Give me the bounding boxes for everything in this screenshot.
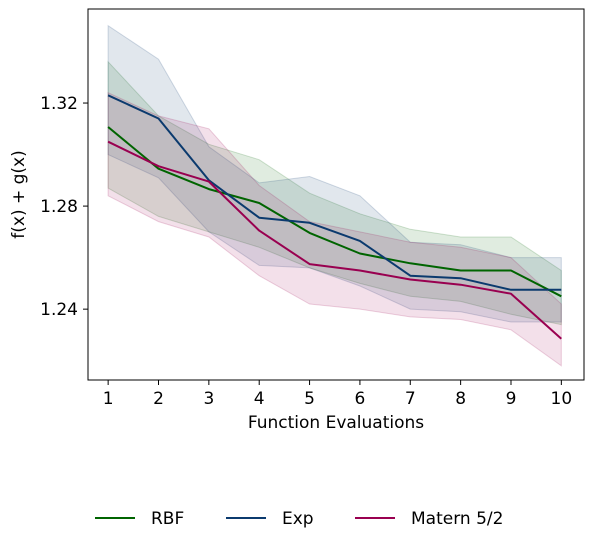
y-tick-label: 1.32 [40,94,78,114]
legend: RBF Exp Matern 5/2 [95,509,503,529]
x-tick-label: 6 [355,389,366,409]
x-tick-label: 9 [506,389,517,409]
x-tick-label: 3 [203,389,214,409]
y-tick-label: 1.24 [40,300,78,320]
x-axis-label: Function Evaluations [248,413,424,433]
legend-label-0: RBF [151,509,184,529]
x-tick-label: 2 [153,389,164,409]
confidence-band-1 [107,24,562,323]
confidence-band-0 [107,60,562,326]
series-line-2 [107,140,562,340]
y-axis-ticks: 1.24 1.28 1.32 [40,94,88,320]
y-tick-label: 1.28 [40,197,78,217]
series-lines [107,94,562,340]
legend-label-1: Exp [282,509,314,529]
x-tick-label: 1 [103,389,114,409]
confidence-band-2 [107,91,562,367]
series-line-0 [107,126,562,298]
x-tick-label: 7 [405,389,416,409]
confidence-bands [107,24,562,367]
x-tick-label: 4 [254,389,265,409]
x-tick-label: 8 [455,389,466,409]
y-axis-label: f(x) + g(x) [9,150,29,238]
legend-label-2: Matern 5/2 [411,509,503,529]
x-axis-ticks: 1 2 3 4 5 6 7 8 9 10 [103,380,572,409]
plot-area-frame [87,8,585,381]
x-tick-label: 5 [304,389,315,409]
x-tick-label: 10 [551,389,573,409]
series-line-1 [107,94,562,291]
